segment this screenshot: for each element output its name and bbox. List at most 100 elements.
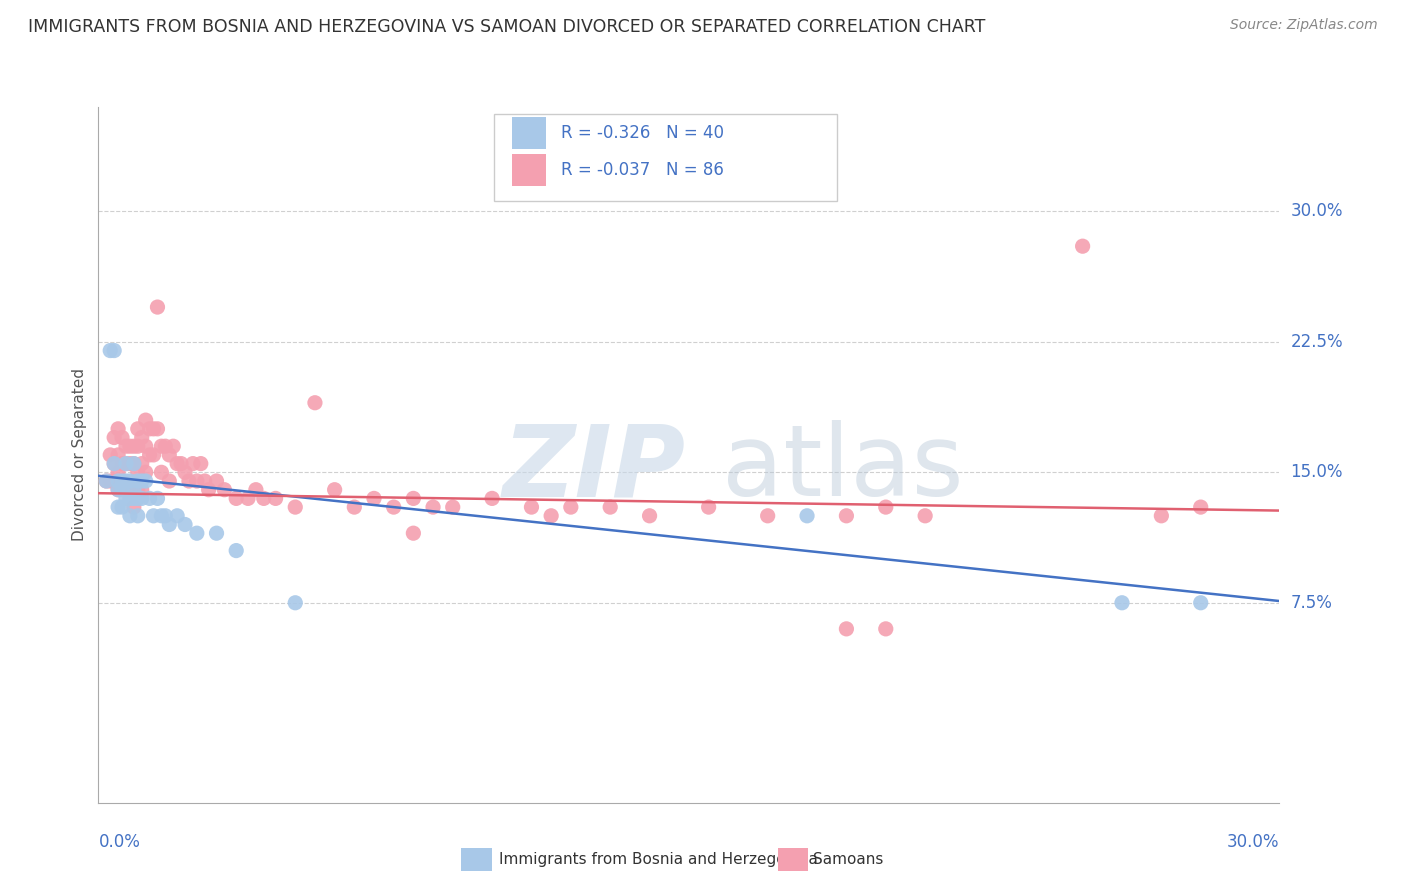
Point <box>402 526 425 541</box>
Point <box>796 508 818 523</box>
Point <box>157 448 180 462</box>
Point <box>131 491 153 506</box>
Text: 22.5%: 22.5% <box>1291 333 1343 351</box>
Point <box>115 439 138 453</box>
Point <box>150 508 173 523</box>
Point <box>138 422 160 436</box>
Point <box>150 439 173 453</box>
Point <box>142 508 165 523</box>
Point <box>103 430 125 444</box>
Point <box>127 439 149 453</box>
FancyBboxPatch shape <box>512 154 546 186</box>
Point <box>135 466 157 480</box>
Point <box>122 483 145 497</box>
Point <box>177 474 200 488</box>
Point <box>142 448 165 462</box>
Point <box>1111 596 1133 610</box>
Point <box>205 526 228 541</box>
Text: ZIP: ZIP <box>503 420 686 517</box>
Point <box>146 300 169 314</box>
Point <box>111 474 134 488</box>
Point <box>560 500 582 514</box>
Point <box>284 500 307 514</box>
Point <box>96 474 118 488</box>
Point <box>1189 596 1212 610</box>
Point <box>111 500 134 514</box>
Point <box>131 483 153 497</box>
Point <box>135 439 157 453</box>
Text: R = -0.037   N = 86: R = -0.037 N = 86 <box>561 161 724 179</box>
Point <box>131 430 153 444</box>
Point <box>122 457 145 471</box>
Point <box>225 491 247 506</box>
Point <box>122 491 145 506</box>
Text: 15.0%: 15.0% <box>1291 463 1343 482</box>
Point <box>146 491 169 506</box>
Text: R = -0.326   N = 40: R = -0.326 N = 40 <box>561 124 724 142</box>
Point <box>190 457 212 471</box>
Point <box>138 491 160 506</box>
Point <box>103 343 125 358</box>
Point <box>697 500 720 514</box>
Point <box>107 422 129 436</box>
Point <box>115 483 138 497</box>
Point <box>181 457 204 471</box>
Point <box>107 466 129 480</box>
Point <box>111 430 134 444</box>
Point <box>194 474 217 488</box>
Text: Source: ZipAtlas.com: Source: ZipAtlas.com <box>1230 18 1378 32</box>
Point <box>107 500 129 514</box>
Point <box>127 422 149 436</box>
Point <box>122 500 145 514</box>
Text: 30.0%: 30.0% <box>1291 202 1343 220</box>
Point <box>135 474 157 488</box>
Point <box>107 483 129 497</box>
Point <box>118 508 141 523</box>
Point <box>107 483 129 497</box>
Text: 30.0%: 30.0% <box>1227 833 1279 851</box>
Point <box>323 483 346 497</box>
Point <box>122 439 145 453</box>
Point <box>481 491 503 506</box>
Point <box>162 439 184 453</box>
Point <box>118 491 141 506</box>
Point <box>127 466 149 480</box>
Point <box>170 457 193 471</box>
Point <box>363 491 385 506</box>
Point <box>174 466 197 480</box>
Point <box>875 622 897 636</box>
Point <box>236 491 259 506</box>
Point <box>131 457 153 471</box>
Point <box>103 457 125 471</box>
Point <box>540 508 562 523</box>
FancyBboxPatch shape <box>512 117 546 149</box>
Point <box>115 457 138 471</box>
Point <box>157 517 180 532</box>
Point <box>131 474 153 488</box>
Point <box>520 500 543 514</box>
Point <box>118 457 141 471</box>
Point <box>284 596 307 610</box>
Point <box>155 508 177 523</box>
Point <box>142 422 165 436</box>
Point <box>225 543 247 558</box>
Point <box>127 483 149 497</box>
Point <box>205 474 228 488</box>
FancyBboxPatch shape <box>494 114 837 201</box>
Point <box>122 483 145 497</box>
Point <box>1150 508 1173 523</box>
Point <box>127 508 149 523</box>
Text: 7.5%: 7.5% <box>1291 594 1333 612</box>
Point <box>135 413 157 427</box>
Point <box>118 483 141 497</box>
Point <box>756 508 779 523</box>
Point <box>98 474 121 488</box>
Point <box>1189 500 1212 514</box>
Point <box>174 517 197 532</box>
Point <box>122 457 145 471</box>
Point <box>835 622 858 636</box>
Point <box>127 474 149 488</box>
Point <box>98 343 121 358</box>
Text: Immigrants from Bosnia and Herzegovina: Immigrants from Bosnia and Herzegovina <box>499 853 818 867</box>
Text: atlas: atlas <box>721 420 963 517</box>
